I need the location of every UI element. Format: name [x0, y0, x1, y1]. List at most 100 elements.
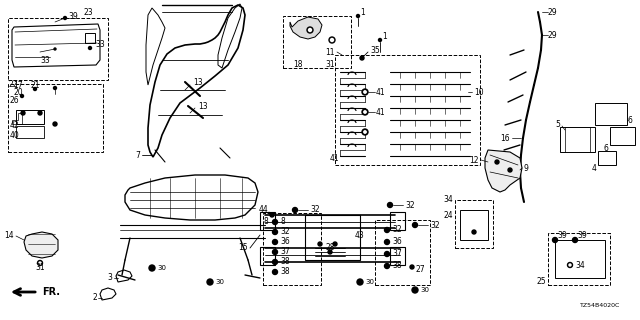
- Circle shape: [308, 28, 312, 31]
- Bar: [460, 210, 488, 240]
- Circle shape: [54, 48, 56, 50]
- Circle shape: [53, 122, 57, 126]
- Text: 5: 5: [555, 119, 560, 129]
- Text: 38: 38: [280, 258, 290, 267]
- Text: 22: 22: [8, 80, 17, 89]
- Circle shape: [362, 109, 368, 115]
- Bar: [375, 220, 430, 285]
- Text: 8: 8: [280, 218, 285, 227]
- Circle shape: [360, 56, 364, 60]
- Bar: [8, 18, 108, 80]
- Bar: [548, 233, 610, 285]
- Circle shape: [273, 220, 278, 225]
- Text: 1: 1: [360, 7, 365, 17]
- Polygon shape: [290, 17, 322, 39]
- Text: 30: 30: [215, 279, 224, 285]
- Circle shape: [357, 279, 363, 285]
- Text: 6: 6: [628, 116, 633, 124]
- Text: 32: 32: [280, 228, 290, 236]
- Text: 40: 40: [10, 131, 20, 140]
- Text: 34: 34: [444, 196, 453, 204]
- Text: 30: 30: [157, 265, 166, 271]
- Text: 27: 27: [415, 266, 424, 275]
- Text: 37: 37: [392, 250, 402, 259]
- Circle shape: [20, 94, 24, 98]
- Text: 26: 26: [9, 95, 19, 105]
- Bar: [555, 240, 605, 278]
- Circle shape: [385, 263, 390, 268]
- Text: FR.: FR.: [42, 287, 60, 297]
- Circle shape: [88, 46, 92, 50]
- Circle shape: [292, 207, 298, 212]
- Text: 36: 36: [280, 237, 290, 246]
- Text: 43: 43: [355, 230, 365, 239]
- Circle shape: [387, 203, 392, 207]
- Text: 39: 39: [577, 230, 587, 239]
- Bar: [595, 103, 627, 125]
- Text: 39: 39: [68, 12, 77, 20]
- Bar: [260, 247, 275, 265]
- Text: 28: 28: [325, 244, 335, 252]
- Text: 33: 33: [40, 55, 50, 65]
- Bar: [390, 247, 405, 265]
- Circle shape: [413, 222, 417, 228]
- Circle shape: [273, 229, 278, 235]
- Text: 33: 33: [95, 39, 105, 49]
- Bar: [16, 126, 44, 138]
- Circle shape: [307, 27, 313, 33]
- Text: 1: 1: [382, 31, 387, 41]
- Text: 9: 9: [524, 164, 529, 172]
- Circle shape: [38, 260, 42, 266]
- Text: TZ54B4020C: TZ54B4020C: [580, 303, 620, 308]
- Circle shape: [207, 279, 213, 285]
- Text: 7: 7: [135, 150, 140, 159]
- Circle shape: [273, 269, 278, 275]
- Text: 31: 31: [325, 60, 335, 68]
- Text: 16: 16: [500, 133, 510, 142]
- Text: 17: 17: [13, 81, 22, 90]
- Text: 37: 37: [280, 247, 290, 257]
- Text: 41: 41: [376, 87, 386, 97]
- Circle shape: [273, 260, 278, 265]
- Circle shape: [356, 14, 360, 18]
- Circle shape: [495, 160, 499, 164]
- Bar: [598, 151, 616, 165]
- Text: 21: 21: [30, 81, 40, 90]
- Text: 11: 11: [326, 47, 335, 57]
- Polygon shape: [485, 150, 522, 192]
- Circle shape: [569, 264, 571, 266]
- Text: 10: 10: [474, 87, 484, 97]
- Text: 31: 31: [35, 263, 45, 273]
- Circle shape: [330, 38, 333, 42]
- Bar: [610, 127, 635, 145]
- Text: 41: 41: [376, 108, 386, 116]
- Text: 32: 32: [392, 226, 402, 235]
- Circle shape: [63, 17, 67, 20]
- Text: 36: 36: [392, 237, 402, 246]
- Text: 12: 12: [470, 156, 479, 164]
- Circle shape: [149, 265, 155, 271]
- Text: 34: 34: [575, 260, 585, 269]
- Bar: [560, 127, 595, 152]
- Circle shape: [362, 129, 368, 135]
- Bar: [16, 110, 44, 124]
- Bar: [8, 84, 103, 152]
- Text: 25: 25: [536, 277, 546, 286]
- Text: 23: 23: [83, 7, 93, 17]
- Circle shape: [362, 89, 368, 95]
- Circle shape: [568, 262, 573, 268]
- Circle shape: [364, 111, 366, 113]
- Text: 13: 13: [193, 77, 203, 86]
- Circle shape: [385, 239, 390, 244]
- Text: 3: 3: [107, 274, 112, 283]
- Circle shape: [273, 239, 278, 244]
- Polygon shape: [24, 232, 58, 258]
- Circle shape: [412, 287, 418, 293]
- Circle shape: [329, 37, 335, 43]
- Circle shape: [364, 91, 366, 93]
- Text: 8: 8: [263, 218, 268, 227]
- Text: 32: 32: [405, 201, 415, 210]
- Bar: [260, 212, 275, 230]
- Text: 2: 2: [92, 293, 97, 302]
- Circle shape: [333, 242, 337, 246]
